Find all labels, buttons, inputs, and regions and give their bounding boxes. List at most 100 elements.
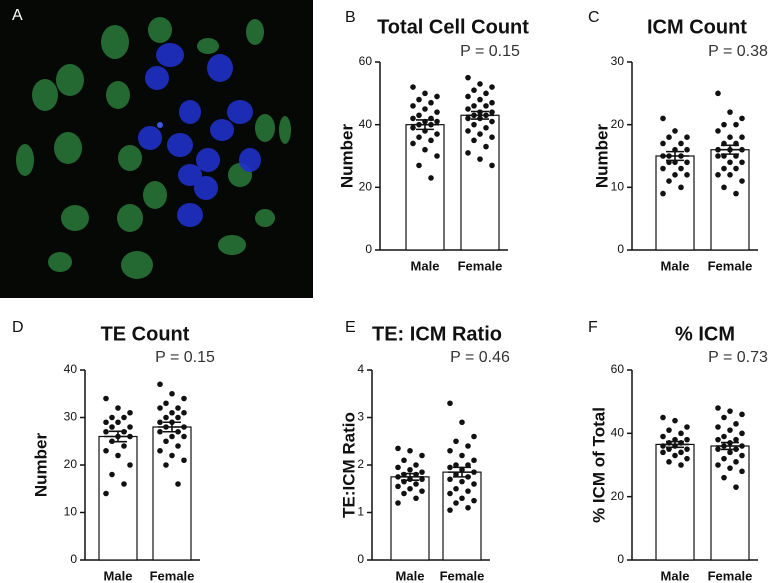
data-point xyxy=(727,465,733,471)
y-tick-label: 2 xyxy=(357,457,364,471)
data-point xyxy=(459,478,465,485)
data-point xyxy=(419,469,425,475)
data-point xyxy=(422,106,428,112)
data-point xyxy=(471,481,477,487)
data-point xyxy=(103,419,109,426)
y-tick-label: 4 xyxy=(357,362,364,376)
p-value: P = 0.15 xyxy=(155,349,215,366)
panel-label: B xyxy=(345,9,356,26)
data-point xyxy=(157,447,163,454)
data-point xyxy=(733,165,739,172)
data-point xyxy=(483,103,489,109)
data-point xyxy=(477,81,483,87)
y-tick-label: 3 xyxy=(357,410,364,424)
data-point xyxy=(181,433,187,440)
error-bar xyxy=(466,110,494,120)
data-point xyxy=(410,115,416,122)
data-point xyxy=(715,462,721,468)
data-point xyxy=(157,381,163,388)
y-axis-label: TE:ICM Ratio xyxy=(339,412,358,518)
data-point xyxy=(175,405,181,411)
data-point xyxy=(157,419,163,426)
data-point xyxy=(459,495,465,502)
data-point xyxy=(453,438,459,445)
micrograph: A xyxy=(0,0,313,298)
data-point xyxy=(434,131,440,137)
error-bar xyxy=(158,421,186,433)
data-point xyxy=(453,471,459,478)
panel-label: C xyxy=(588,9,600,26)
data-point xyxy=(733,421,739,427)
data-point xyxy=(678,449,684,456)
data-point xyxy=(678,184,684,191)
data-point xyxy=(465,443,471,449)
data-point xyxy=(660,449,666,456)
data-point xyxy=(115,419,121,426)
y-tick-label: 60 xyxy=(611,362,625,376)
data-point xyxy=(721,184,727,191)
data-point xyxy=(407,447,413,454)
data-point xyxy=(684,446,690,452)
data-point xyxy=(477,131,483,137)
data-point xyxy=(465,462,471,468)
data-point xyxy=(413,495,419,502)
data-point xyxy=(721,474,727,481)
p-value: P = 0.46 xyxy=(450,349,510,366)
data-point xyxy=(416,162,422,169)
data-point xyxy=(163,438,169,445)
data-point xyxy=(678,165,684,172)
y-tick-label: 40 xyxy=(611,426,625,440)
data-point xyxy=(672,172,678,178)
image-background xyxy=(0,0,313,298)
data-point xyxy=(459,452,465,459)
data-point xyxy=(471,457,477,464)
chart-title: Total Cell Count xyxy=(377,16,529,38)
x-tick-label: Male xyxy=(661,568,690,583)
data-point xyxy=(465,93,471,100)
bar xyxy=(655,155,695,251)
y-tick-label: 60 xyxy=(359,54,373,68)
data-point xyxy=(727,159,733,166)
data-point xyxy=(465,74,471,81)
data-point xyxy=(169,409,175,416)
data-point xyxy=(684,172,690,178)
data-point xyxy=(395,464,401,471)
data-point xyxy=(169,390,175,397)
data-point xyxy=(672,128,678,134)
data-point xyxy=(428,137,434,144)
data-point xyxy=(672,417,678,424)
data-point xyxy=(715,436,721,443)
data-point xyxy=(721,165,727,172)
bar xyxy=(405,124,445,251)
data-point xyxy=(660,414,666,421)
x-tick-label: Female xyxy=(458,258,503,273)
data-point xyxy=(410,103,416,109)
data-point xyxy=(727,134,733,140)
data-point xyxy=(434,118,440,125)
data-point xyxy=(410,140,416,147)
chart-title: TE: ICM Ratio xyxy=(372,323,502,345)
data-point xyxy=(109,424,115,430)
bar xyxy=(710,149,750,251)
data-point xyxy=(660,165,666,172)
x-tick-label: Female xyxy=(440,568,485,583)
data-point xyxy=(103,447,109,454)
y-tick-label: 0 xyxy=(365,242,372,256)
data-point xyxy=(465,488,471,494)
y-tick-label: 0 xyxy=(617,242,624,256)
data-point xyxy=(739,159,745,166)
bar xyxy=(655,443,695,561)
data-point xyxy=(416,112,422,119)
data-point xyxy=(727,427,733,433)
data-point xyxy=(483,90,489,97)
data-point xyxy=(419,452,425,459)
chart-title: TE Count xyxy=(101,323,190,345)
data-point xyxy=(666,134,672,140)
data-point xyxy=(684,424,690,430)
data-point xyxy=(413,481,419,487)
y-tick-label: 20 xyxy=(611,117,625,131)
data-point xyxy=(483,143,489,150)
y-tick-label: 0 xyxy=(357,552,364,566)
data-point xyxy=(419,488,425,494)
